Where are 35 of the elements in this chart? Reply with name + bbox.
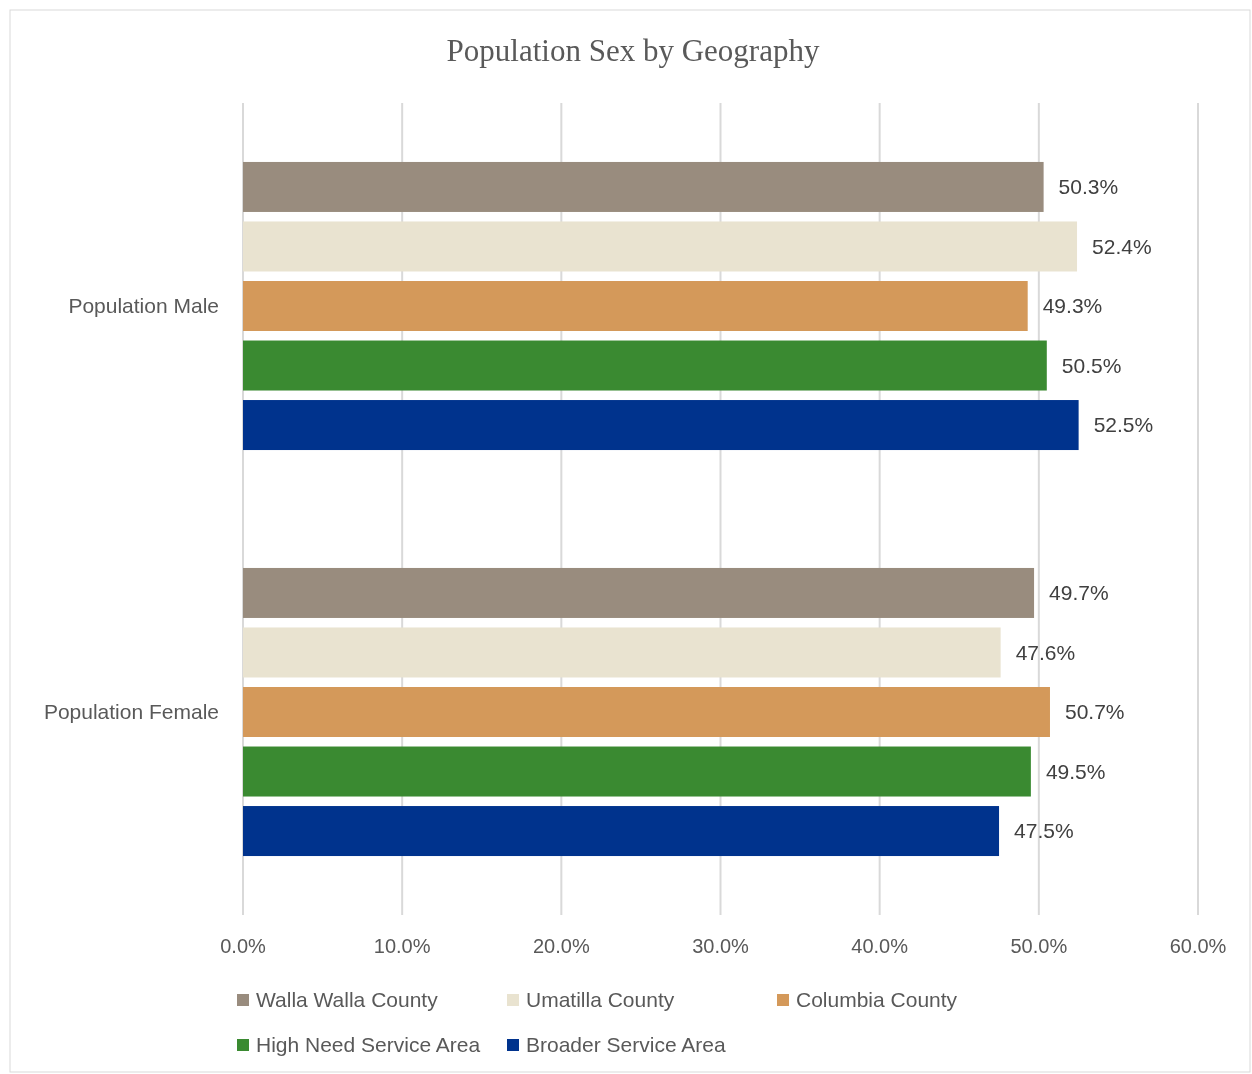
- x-tick-label: 30.0%: [692, 935, 750, 957]
- data-label: 50.7%: [1064, 700, 1125, 724]
- chart-title: Population Sex by Geography: [446, 32, 820, 68]
- legend-label: Columbia County: [796, 988, 958, 1012]
- x-tick-label: 10.0%: [373, 935, 431, 957]
- data-label: 49.3%: [1042, 294, 1103, 318]
- legend-label: Walla Walla County: [256, 988, 439, 1012]
- data-label: 47.5%: [1014, 819, 1074, 843]
- x-tick-label: 0.0%: [220, 935, 267, 957]
- x-tick-label: 40.0%: [851, 935, 909, 957]
- x-tick-label: 60.0%: [1169, 935, 1227, 957]
- bar: [243, 687, 1050, 737]
- x-tick-label: 50.0%: [1010, 935, 1068, 957]
- bar: [243, 627, 1001, 678]
- bar: [243, 340, 1047, 391]
- bar: [243, 400, 1079, 451]
- bar: [243, 567, 1035, 618]
- bar: [243, 746, 1031, 797]
- legend-label: High Need Service Area: [256, 1033, 481, 1057]
- data-label: 47.6%: [1015, 640, 1076, 664]
- bar: [243, 161, 1044, 212]
- y-tick-label: Population Male: [68, 294, 219, 318]
- y-tick-label: Population Female: [43, 700, 219, 724]
- legend-label: Broader Service Area: [526, 1033, 726, 1057]
- bar: [243, 806, 1000, 857]
- data-label: 49.5%: [1045, 759, 1106, 783]
- data-label: 52.4%: [1092, 234, 1152, 258]
- bar: [243, 221, 1078, 272]
- data-label: 52.5%: [1093, 413, 1154, 437]
- data-label: 49.7%: [1049, 581, 1109, 605]
- bar: [243, 281, 1028, 331]
- data-label: 50.3%: [1058, 175, 1119, 199]
- data-label: 50.5%: [1061, 353, 1122, 377]
- x-tick-label: 20.0%: [532, 935, 590, 957]
- legend-label: Umatilla County: [526, 988, 675, 1012]
